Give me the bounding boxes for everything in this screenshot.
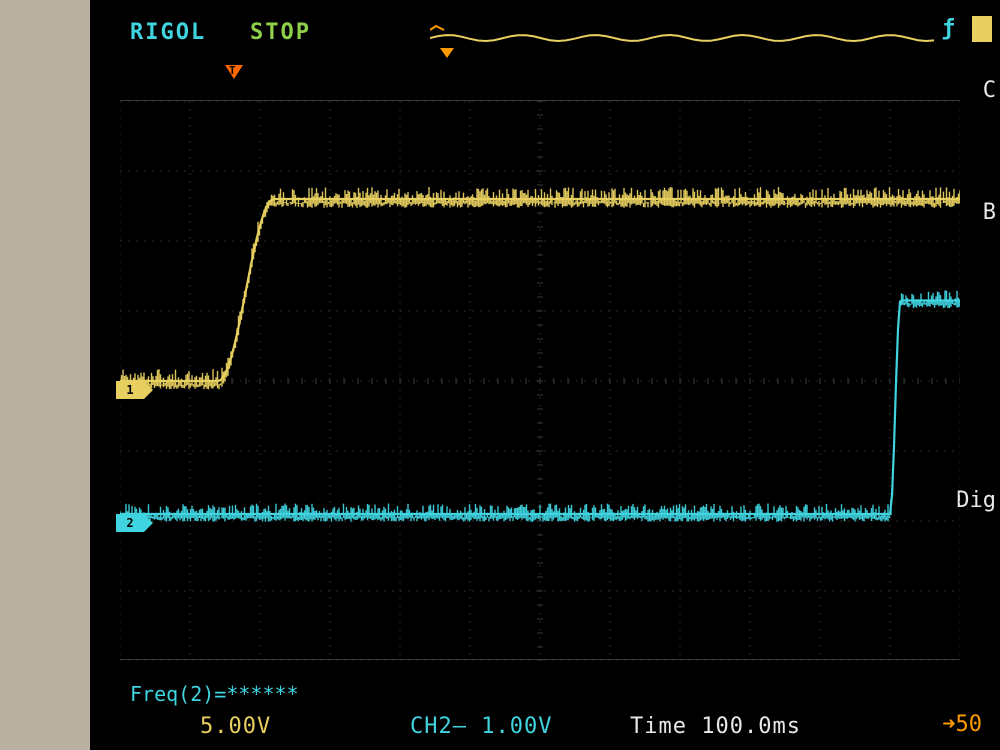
run-status: STOP <box>250 20 311 45</box>
trigger-position-icon <box>225 65 243 79</box>
memory-waveform-icon <box>430 24 940 46</box>
timebase-readout: Time 100.0ms <box>630 714 801 739</box>
waveforms <box>120 101 960 661</box>
top-bar: RIGOL STOP ƒ <box>90 20 1000 70</box>
offset-value: 50 <box>956 712 983 737</box>
time-offset-readout: ➜50 <box>942 712 982 737</box>
freq-measure: Freq(2)=****** <box>130 682 299 706</box>
offset-arrow-icon: ➜ <box>942 712 955 737</box>
waveform-plot: 1 2 <box>120 100 960 660</box>
ch2-vdiv-readout: CH2– 1.00V <box>410 714 552 739</box>
bottom-bar: Freq(2)=****** 5.00V CH2– 1.00V Time 100… <box>120 682 990 744</box>
memory-position-icon <box>440 48 454 58</box>
brand-label: RIGOL <box>130 20 206 45</box>
oscilloscope-screen: RIGOL STOP ƒ C B Dig 1 2 Freq(2)=****** … <box>90 0 1000 750</box>
side-label-dig: Dig <box>956 488 996 513</box>
ch1-zero-marker: 1 <box>116 381 144 399</box>
side-label-b: B <box>983 200 996 225</box>
trigger-edge-icon: ƒ <box>942 16 955 41</box>
ch2-zero-marker: 2 <box>116 514 144 532</box>
ch1-vdiv-readout: 5.00V <box>200 714 271 739</box>
trigger-slot-icon <box>972 16 992 42</box>
side-label-c: C <box>983 78 996 103</box>
